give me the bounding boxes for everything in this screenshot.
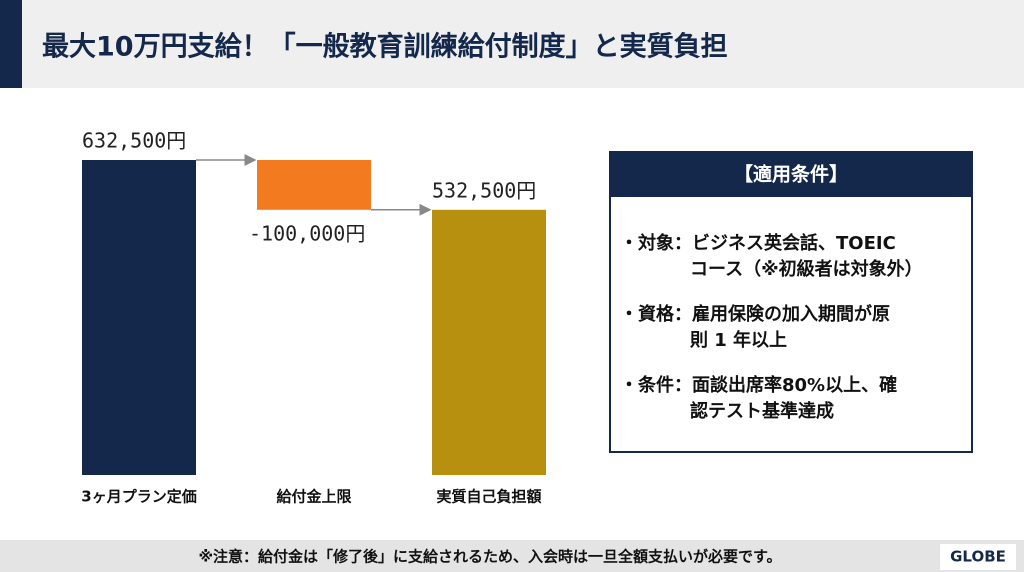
header-bg — [0, 0, 1024, 88]
conditions-header — [610, 152, 972, 197]
bar — [432, 209, 546, 475]
category-label: 実質自己負担額 — [436, 488, 541, 506]
condition-line: ・対象：ビジネス英会話、TOEIC — [620, 232, 896, 254]
category-label: 3ヶ月プラン定価 — [81, 488, 196, 506]
value-label: 632,500円 — [82, 129, 186, 153]
condition-line: ・条件：面談出席率80%以上、確 — [620, 374, 897, 396]
category-label: 給付金上限 — [276, 488, 351, 506]
value-label: 532,500円 — [432, 178, 536, 202]
title: 最大10万円支給！「一般教育訓練給付制度」と実質負担 — [42, 31, 728, 63]
condition-line: 則 1 年以上 — [690, 329, 787, 351]
header-stripe — [0, 0, 22, 88]
bar — [82, 160, 196, 475]
footer-note: ※注意：給付金は「修了後」に支給されるため、入会時は一旦全額支払いが必要です。 — [198, 548, 781, 566]
footer-bg — [0, 540, 1024, 572]
logo-bg — [940, 544, 1016, 570]
conditions-title: 【適用条件】 — [734, 163, 848, 186]
condition-line: コース（※初級者は対象外） — [690, 258, 923, 280]
conditions-box — [609, 151, 973, 453]
condition-line: 認テスト基準達成 — [690, 400, 834, 422]
logo: GLOBE — [950, 548, 1006, 566]
condition-line: ・資格：雇用保険の加入期間が原 — [620, 303, 890, 325]
value-label: -100,000円 — [249, 221, 365, 245]
bar — [257, 160, 371, 210]
